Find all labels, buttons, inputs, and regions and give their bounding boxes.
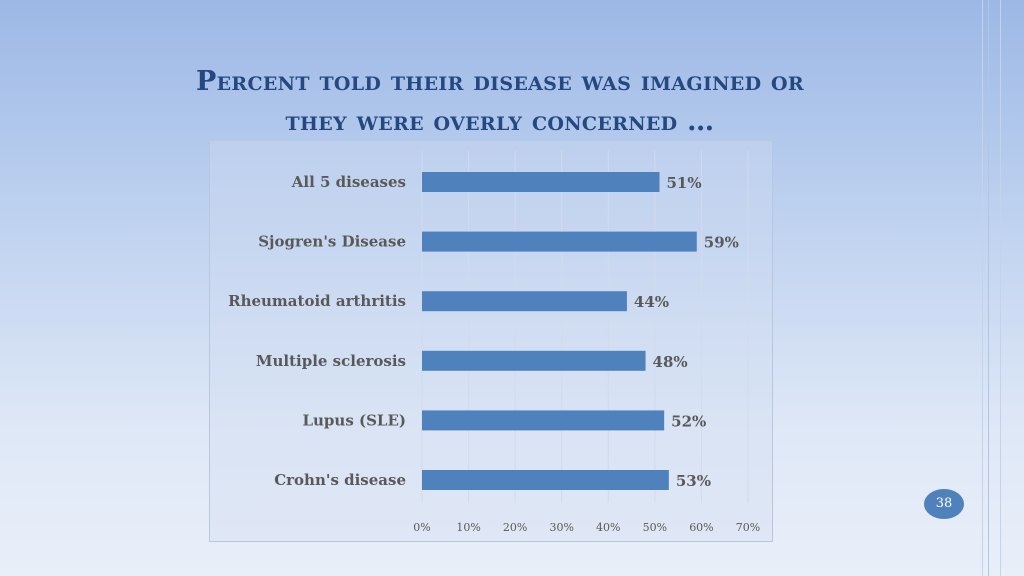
border-rule (1000, 0, 1001, 576)
data-label: 44% (634, 293, 669, 311)
category-label: Rheumatoid arthritis (228, 292, 406, 310)
category-label: All 5 diseases (291, 173, 406, 191)
x-tick-label: 40% (596, 521, 620, 534)
bar-chart: All 5 diseases 51% Sjogren's Disease 59% Rhe… (228, 151, 760, 534)
data-label: 48% (653, 353, 688, 371)
data-label: 52% (671, 412, 706, 430)
border-rule (988, 0, 989, 576)
category-label: Crohn's disease (274, 471, 406, 489)
bar (422, 350, 646, 371)
category-label: Sjogren's Disease (258, 233, 406, 251)
x-tick-label: 30% (549, 521, 573, 534)
bar (422, 172, 660, 192)
slide-title-line-2: they were overly concerned … (285, 106, 715, 137)
bar (422, 410, 665, 431)
category-label: Multiple sclerosis (256, 352, 406, 370)
data-label: 51% (667, 174, 702, 192)
x-tick-label: 10% (456, 521, 480, 534)
category-label: Lupus (SLE) (302, 411, 406, 429)
border-rule (982, 0, 983, 576)
bar (422, 470, 669, 490)
x-tick-label: 50% (643, 521, 667, 534)
data-label: 59% (704, 234, 739, 252)
bar (422, 291, 627, 312)
x-tick-label: 20% (503, 521, 527, 534)
x-tick-label: 60% (689, 521, 713, 534)
x-tick-label: 70% (736, 521, 760, 534)
slide-title: Percent told their disease was imagined … (100, 62, 900, 142)
bar (422, 231, 697, 252)
x-tick-label: 0% (413, 521, 430, 534)
slide-title-line-1: Percent told their disease was imagined … (196, 66, 804, 97)
chart-frame: All 5 diseases 51% Sjogren's Disease 59% Rhe… (209, 140, 773, 542)
page-number-badge: 38 (924, 489, 964, 519)
data-label: 53% (676, 472, 711, 490)
